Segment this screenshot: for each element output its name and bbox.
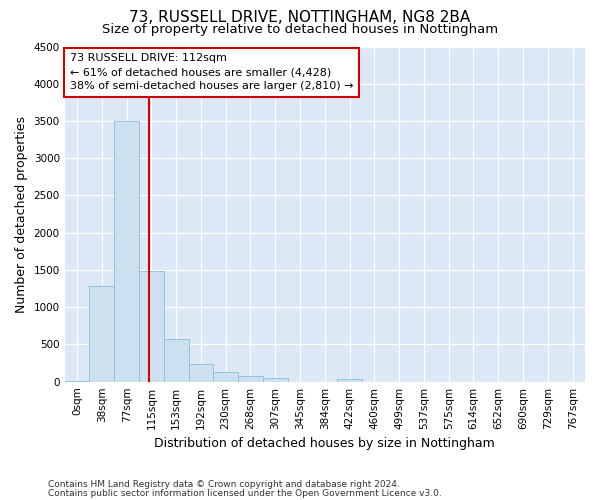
Bar <box>337 380 362 382</box>
Bar <box>89 286 114 382</box>
Bar <box>238 376 263 382</box>
Bar <box>139 272 164 382</box>
Bar <box>188 364 214 382</box>
Text: Size of property relative to detached houses in Nottingham: Size of property relative to detached ho… <box>102 22 498 36</box>
Text: 73, RUSSELL DRIVE, NOTTINGHAM, NG8 2BA: 73, RUSSELL DRIVE, NOTTINGHAM, NG8 2BA <box>130 10 470 25</box>
X-axis label: Distribution of detached houses by size in Nottingham: Distribution of detached houses by size … <box>154 437 495 450</box>
Text: 73 RUSSELL DRIVE: 112sqm
← 61% of detached houses are smaller (4,428)
38% of sem: 73 RUSSELL DRIVE: 112sqm ← 61% of detach… <box>70 53 353 91</box>
Bar <box>214 372 238 382</box>
Text: Contains public sector information licensed under the Open Government Licence v3: Contains public sector information licen… <box>48 488 442 498</box>
Bar <box>263 378 287 382</box>
Y-axis label: Number of detached properties: Number of detached properties <box>15 116 28 312</box>
Bar <box>164 339 188 382</box>
Bar <box>114 121 139 382</box>
Text: Contains HM Land Registry data © Crown copyright and database right 2024.: Contains HM Land Registry data © Crown c… <box>48 480 400 489</box>
